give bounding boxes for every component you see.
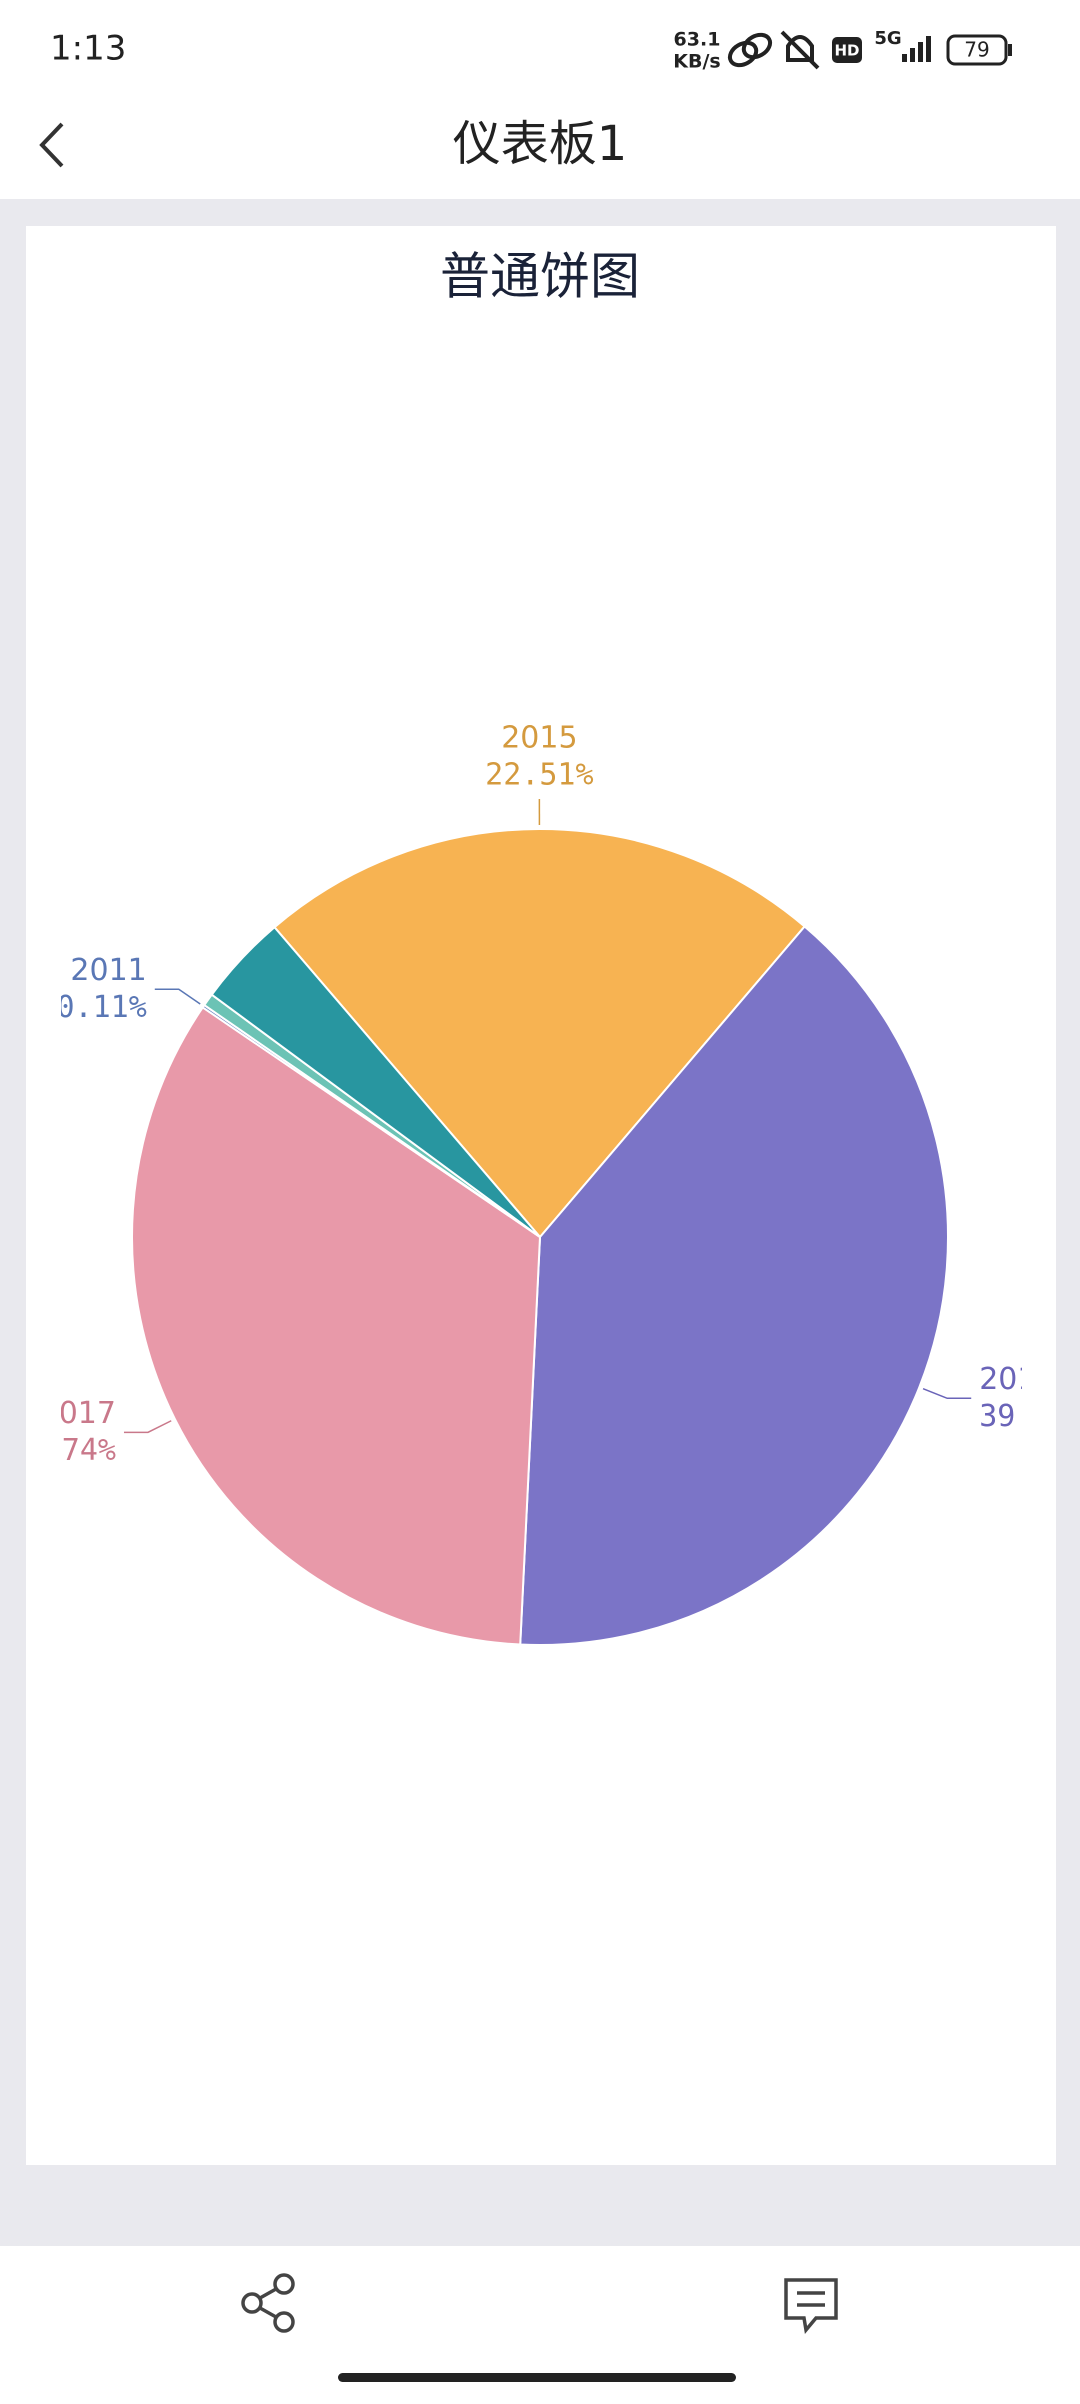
status-network: 5G <box>874 28 901 49</box>
slice-label: 2015 <box>501 721 577 756</box>
chart-title: 普通饼图 <box>440 248 640 306</box>
status-time: 1:13 <box>50 29 126 69</box>
home-indicator <box>338 2373 736 2382</box>
status-speed-unit: KB/s <box>673 51 720 73</box>
battery-tip <box>1008 44 1012 56</box>
slice-value-label: 22.51% <box>485 758 593 793</box>
status-hd: HD <box>834 42 859 60</box>
battery-level: 79 <box>964 38 989 62</box>
status-speed: 63.1 <box>674 29 721 51</box>
slice-label: 2011 <box>70 953 146 988</box>
page-title: 仪表板1 <box>453 116 628 172</box>
slice-value-label: 0.11% <box>56 990 146 1025</box>
